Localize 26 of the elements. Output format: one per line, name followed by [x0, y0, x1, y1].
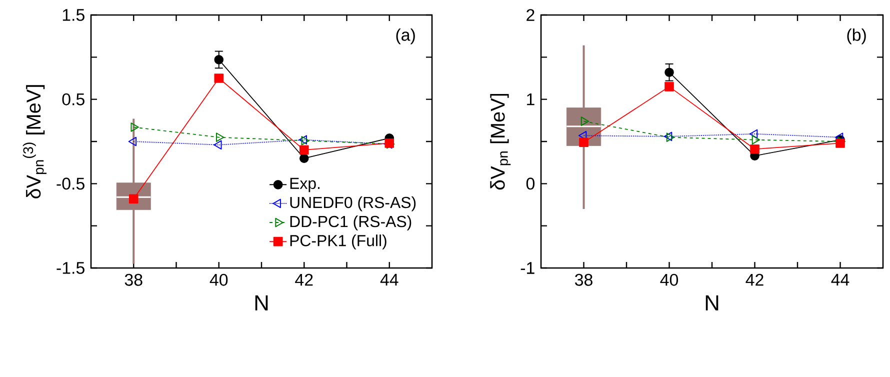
annotation: (a)	[396, 28, 415, 44]
x-tick-label: 38	[574, 274, 592, 286]
y-tick-label: -1	[520, 262, 534, 274]
x-axis-title: N	[255, 295, 268, 310]
y-axis-title: δV$_{pn}$ [MeV]	[490, 94, 511, 190]
legend-label: PC-PK1 (Full)	[290, 234, 386, 250]
x-tick-label: 40	[660, 274, 678, 286]
x-tick-label: 38	[124, 274, 142, 286]
x-axis-title: N	[706, 295, 718, 310]
y-tick-label: -0.5	[56, 178, 84, 190]
y-tick-label: 2	[526, 9, 534, 21]
legend-label: Exp.	[290, 178, 320, 192]
x-tick-label: 44	[380, 274, 398, 286]
legend-label: DD-PC1 (RS-AS)	[290, 215, 412, 230]
annotation: (b)	[847, 28, 866, 44]
y-tick-label: -1.5	[56, 262, 84, 274]
legend-label: UNEDF0 (RS-AS)	[290, 196, 416, 212]
x-tick-label: 40	[210, 274, 228, 286]
y-tick-label: 0.5	[62, 93, 84, 106]
y-tick-label: 1	[527, 94, 534, 106]
x-tick-label: 44	[831, 274, 850, 286]
y-axis-title: δV$_{pn}$$^{(3)}$ [MeV]	[22, 85, 46, 198]
x-tick-label: 42	[746, 274, 764, 286]
x-tick-label: 42	[295, 274, 313, 286]
y-tick-label: 0	[526, 178, 535, 190]
y-tick-label: 1.5	[62, 9, 84, 21]
